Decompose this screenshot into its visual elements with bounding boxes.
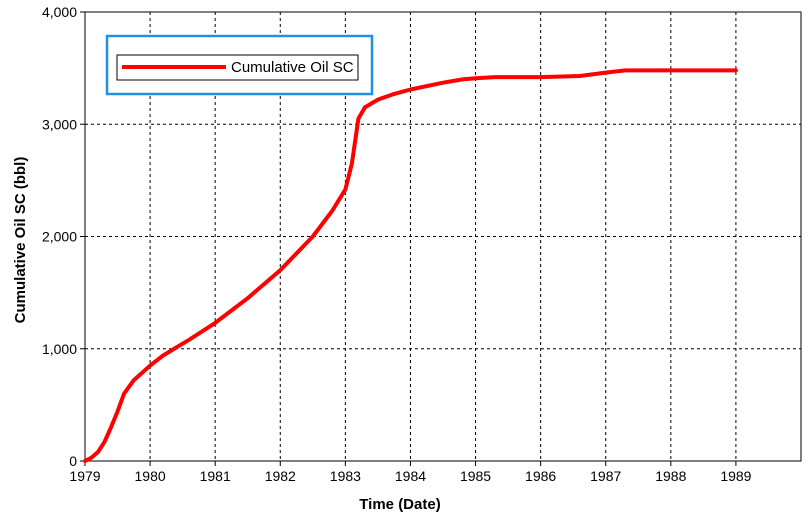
y-tick-label: 2,000 [42, 229, 77, 245]
y-tick-label: 3,000 [42, 116, 77, 132]
series [83, 68, 738, 463]
legend-entry-frame [116, 54, 359, 81]
y-tick-label: 4,000 [42, 4, 77, 20]
legend: Cumulative Oil SC [105, 34, 374, 96]
x-tick-label: 1989 [720, 468, 751, 484]
x-tick-label: 1983 [330, 468, 361, 484]
y-axis-title: Cumulative Oil SC (bbl) [12, 157, 29, 324]
x-tick-label: 1981 [200, 468, 231, 484]
ticks: 1979 1980 1981 1982 1983 1984 1985 1986 1987 1988… [42, 4, 752, 484]
x-tick-label: 1987 [590, 468, 621, 484]
x-tick-label: 1985 [460, 468, 491, 484]
x-tick-label: 1982 [265, 468, 296, 484]
x-tick-label: 1988 [655, 468, 686, 484]
x-tick-label: 1986 [525, 468, 556, 484]
legend-label: Cumulative Oil SC [231, 59, 354, 76]
x-tick-label: 1984 [395, 468, 426, 484]
legend-box [105, 34, 374, 96]
x-tick-label: 1980 [135, 468, 166, 484]
x-axis-title: Time (Date) [359, 496, 440, 513]
x-tick-label: 1979 [69, 468, 100, 484]
y-tick-label: 1,000 [42, 341, 77, 357]
y-tick-label: 0 [69, 453, 77, 469]
series-line-cumulative-oil [83, 68, 738, 463]
